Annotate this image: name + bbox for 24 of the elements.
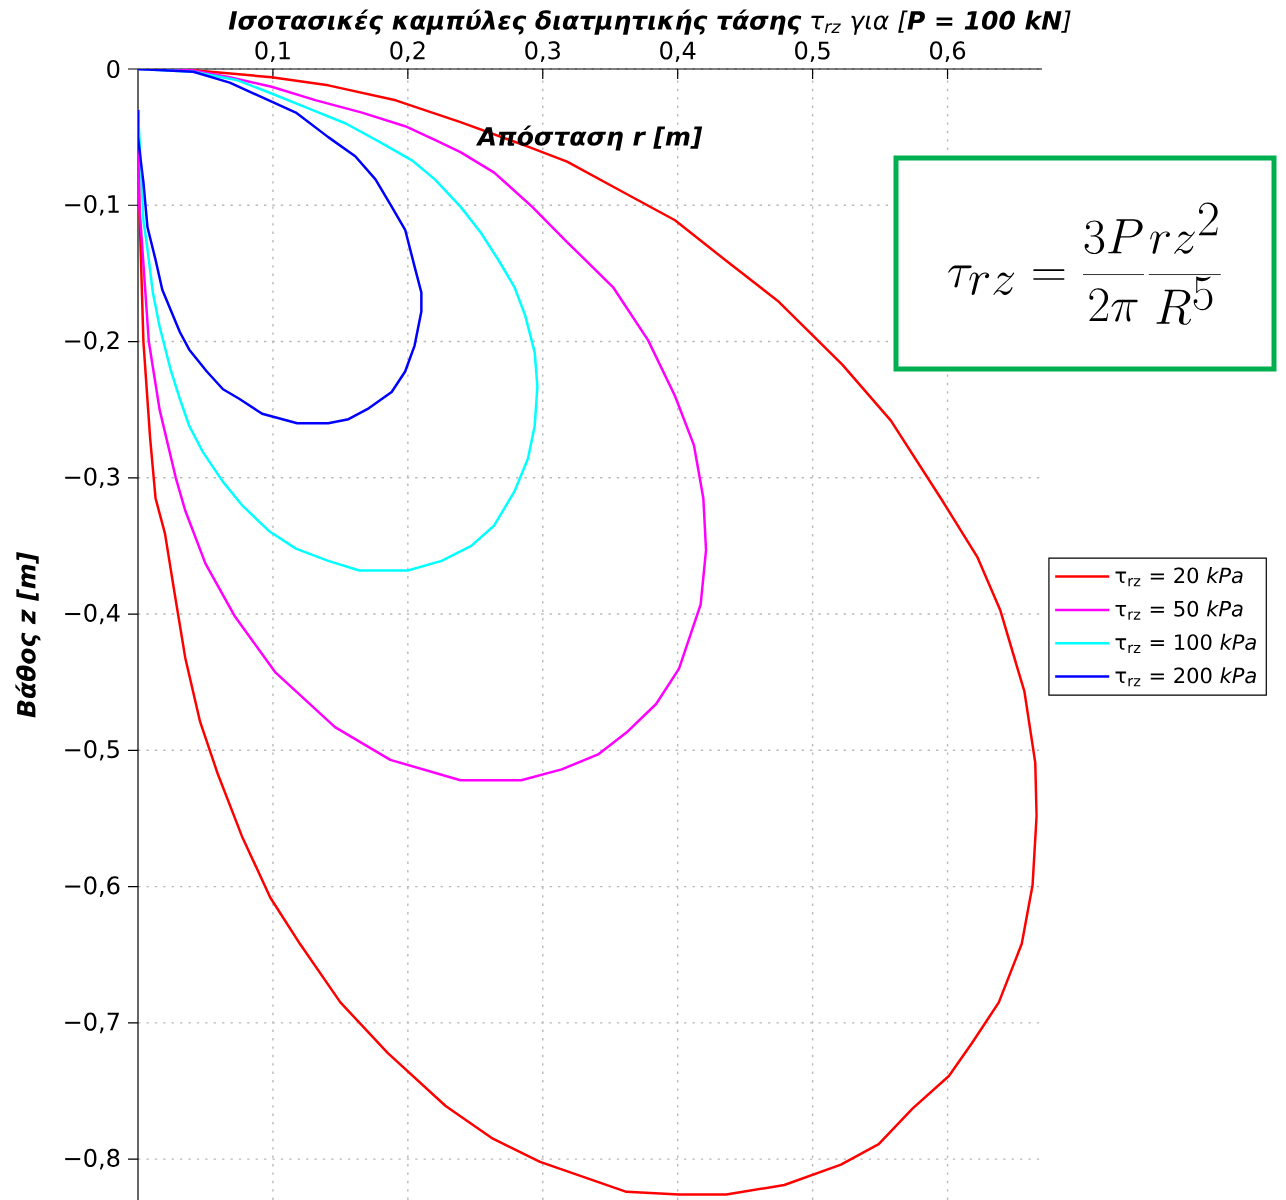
y-tick-label: −0,8: [65, 1148, 120, 1170]
legend-label: τ$_{rz}$ = 100 kPa: [1115, 633, 1256, 654]
legend-label: τ$_{rz}$ = 50 kPa: [1115, 600, 1243, 620]
y-tick-label: −0,7: [65, 1012, 119, 1034]
x-tick-label: 0,4: [660, 41, 696, 62]
x-tick-label: 0,2: [390, 41, 425, 62]
x-tick-label: 0,1: [255, 41, 290, 62]
y-tick-label: −0,1: [65, 194, 119, 216]
y-tick-label: −0,6: [65, 876, 120, 897]
y-tick-label: −0,3: [65, 467, 119, 489]
x-tick-label: 0,3: [525, 41, 560, 62]
line-series: [138, 69, 708, 782]
annotation: $\tau_{rz} = \frac{3P}{2\pi}\frac{rz^2}{R^5}$: [948, 202, 1221, 325]
x-tick-label: 0,6: [930, 41, 966, 62]
chart-title: Ισοτασικές καμπύλες διατμητικής τάσης τ$_{rz}$ για [P = 100 kN]: [228, 9, 1071, 35]
x-tick-label: 0,5: [795, 41, 830, 62]
y-axis-title: Βάθος z [m]: [15, 552, 41, 718]
line-series: [138, 69, 423, 425]
legend-label: τ$_{rz}$ = 20 kPa: [1115, 567, 1243, 587]
y-tick-label: −0,5: [65, 740, 119, 761]
y-tick-label: −0,2: [65, 331, 119, 352]
y-tick-label: −0,4: [65, 603, 120, 625]
y-tick-label: 0: [107, 59, 120, 79]
legend-label: τ$_{rz}$ = 200 kPa: [1115, 667, 1256, 687]
